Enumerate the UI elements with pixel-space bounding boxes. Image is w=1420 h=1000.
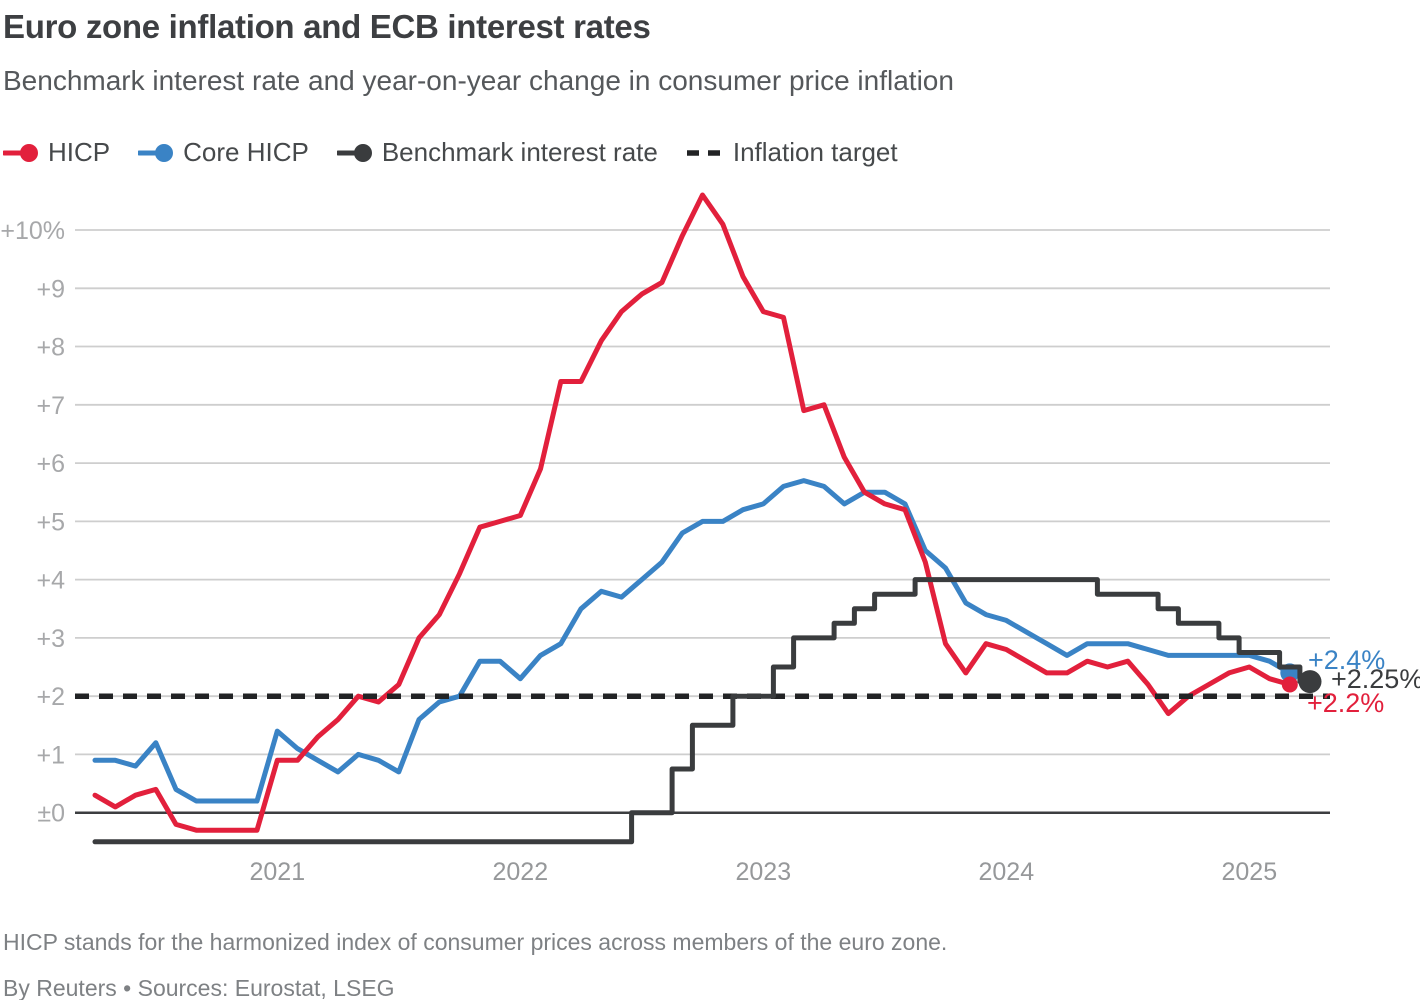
hicp-end-dot (1281, 676, 1298, 693)
chart-subtitle: Benchmark interest rate and year-on-year… (3, 65, 954, 97)
chart-header: Euro zone inflation and ECB interest rat… (3, 8, 1410, 168)
legend-label-inflation-target: Inflation target (732, 137, 898, 168)
legend-label-benchmark: Benchmark interest rate (381, 137, 658, 168)
x-tick-label: 2023 (735, 858, 791, 886)
x-axis-labels: 2021 2022 2023 2024 2025 (249, 858, 1277, 886)
y-tick-label: +2 (36, 683, 65, 711)
y-tick-label: +9 (36, 275, 65, 303)
end-label-core-hicp: +2.4% (1308, 645, 1385, 675)
y-tick-label: +5 (36, 508, 65, 536)
end-label-hicp: +2.2% (1307, 688, 1384, 718)
chart-footer: HICP stands for the harmonized index of … (3, 929, 1410, 1000)
legend-item-inflation-target: Inflation target (686, 137, 898, 168)
legend-label-core-hicp: Core HICP (183, 137, 309, 168)
footnote: HICP stands for the harmonized index of … (3, 929, 948, 955)
legend-label-hicp: HICP (48, 137, 111, 168)
dashed-line-icon (686, 150, 722, 156)
x-tick-label: 2025 (1221, 858, 1277, 886)
benchmark-rate-step-line (92, 577, 1313, 845)
series-layer (75, 192, 1330, 845)
page-title: Euro zone inflation and ECB interest rat… (3, 8, 651, 45)
hicp-line (92, 192, 1293, 833)
legend-item-hicp: HICP (3, 137, 110, 168)
x-tick-label: 2021 (249, 858, 305, 886)
core-hicp-line (92, 478, 1293, 804)
x-tick-label: 2022 (492, 858, 548, 886)
legend: HICP Core HICP Benchmark interest rate (3, 137, 1410, 168)
y-tick-label: +8 (36, 334, 65, 362)
y-tick-label: +3 (36, 625, 65, 653)
hicp-line-dot-icon (3, 143, 38, 162)
legend-item-benchmark: Benchmark interest rate (336, 137, 658, 168)
core-hicp-line-dot-icon (138, 143, 174, 162)
y-tick-label: ±0 (37, 800, 65, 828)
y-tick-label: +10% (0, 217, 65, 245)
y-tick-label: +7 (36, 392, 65, 420)
y-axis-labels: +10% +9 +8 +7 +6 +5 +4 +3 +2 +1 ±0 (0, 217, 65, 828)
y-tick-label: +1 (36, 741, 65, 769)
end-label-benchmark: +2.25% (1331, 664, 1420, 694)
x-tick-label: 2024 (978, 858, 1034, 886)
y-tick-label: +6 (36, 450, 65, 478)
byline: By Reuters • Sources: Eurostat, LSEG (3, 975, 395, 1000)
benchmark-end-dot (1298, 670, 1322, 694)
legend-item-core-hicp: Core HICP (138, 137, 309, 168)
y-tick-label: +4 (36, 567, 65, 595)
benchmark-line-dot-icon (336, 143, 372, 162)
